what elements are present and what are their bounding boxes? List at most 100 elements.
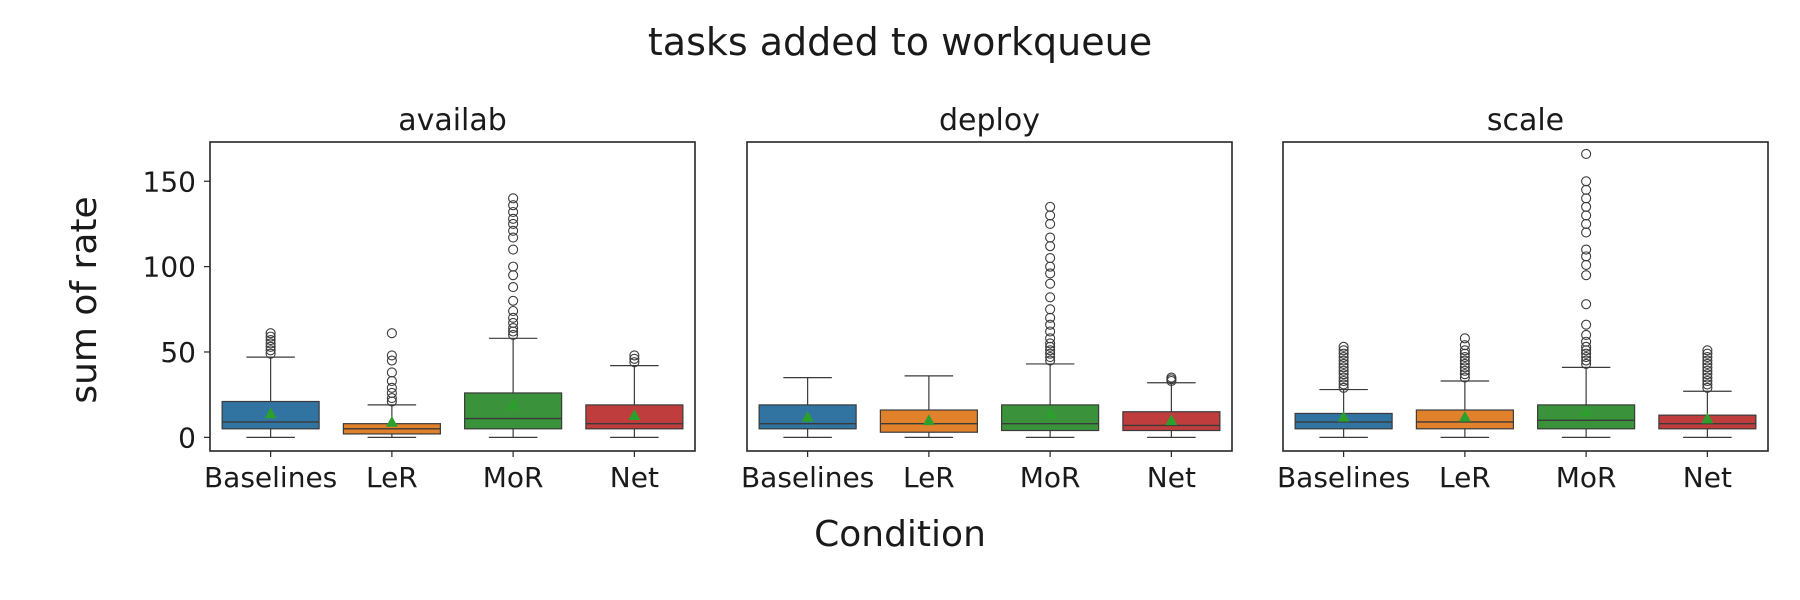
- box-baselines: [1294, 341, 1393, 438]
- outlier-point: [508, 200, 519, 211]
- mean-marker: [385, 415, 398, 427]
- outlier-point: [1045, 218, 1056, 229]
- outlier-point: [1045, 278, 1056, 289]
- outlier-point: [1702, 379, 1713, 390]
- outlier-point: [386, 375, 397, 387]
- mean-marker: [507, 398, 520, 410]
- outlier-point: [1702, 345, 1713, 356]
- outlier-point: [265, 334, 276, 346]
- y-axis-label: sum of rate: [64, 196, 105, 403]
- x-tick-label: LeR: [366, 461, 418, 494]
- outlier-point: [1581, 270, 1592, 281]
- y-tick-label: 100: [143, 251, 196, 284]
- outlier-point: [1581, 210, 1592, 221]
- x-tick-label: Net: [1147, 461, 1196, 494]
- x-tick-label: Baselines: [1277, 461, 1410, 494]
- outlier-point: [1702, 352, 1713, 363]
- outlier-point: [1581, 259, 1592, 270]
- panel-scale: scale Baselines LeR MoR Net: [1277, 103, 1769, 494]
- mean-marker: [801, 410, 814, 422]
- outlier-point: [1338, 358, 1349, 369]
- outlier-point: [1581, 319, 1592, 330]
- outlier-point: [1459, 358, 1470, 369]
- outlier-point: [1702, 365, 1713, 376]
- outlier-point: [386, 328, 397, 339]
- outlier-point: [386, 367, 397, 378]
- outlier-point: [1338, 352, 1349, 363]
- x-tick-label: MoR: [483, 461, 544, 494]
- outlier-point: [1581, 184, 1592, 195]
- panel-frame: [1282, 141, 1769, 452]
- outlier-point: [1338, 382, 1349, 393]
- outlier-point: [508, 244, 519, 255]
- panel-frame: [209, 141, 696, 452]
- outlier-point: [265, 348, 276, 359]
- outlier-point: [1702, 355, 1713, 366]
- outlier-point: [1581, 201, 1592, 212]
- outlier-point: [1702, 348, 1713, 359]
- outlier-point: [1581, 329, 1592, 340]
- mean-marker: [1044, 407, 1057, 419]
- outlier-point: [1581, 348, 1592, 359]
- outlier-point: [508, 317, 519, 329]
- box-iqr: [464, 392, 563, 430]
- outlier-point: [1045, 352, 1056, 363]
- outlier-point: [1702, 358, 1713, 369]
- box-iqr: [221, 400, 320, 430]
- mean-marker: [1165, 414, 1178, 426]
- box-iqr: [1537, 404, 1636, 430]
- outlier-point: [508, 312, 519, 323]
- outlier-point: [1702, 369, 1713, 380]
- outlier-point: [1459, 362, 1470, 373]
- outlier-point: [1045, 201, 1056, 212]
- outlier-point: [1045, 338, 1056, 349]
- outlier-point: [1338, 369, 1349, 380]
- outlier-point: [1581, 176, 1592, 187]
- outlier-point: [1338, 379, 1349, 390]
- outlier-point: [629, 357, 640, 368]
- outlier-point: [1045, 210, 1056, 221]
- outlier-point: [508, 282, 519, 293]
- outlier-point: [265, 345, 276, 356]
- box-ler: [1415, 333, 1514, 438]
- outlier-point: [1459, 333, 1470, 344]
- box-mor: [464, 193, 563, 438]
- outlier-point: [508, 232, 519, 243]
- outlier-point: [1702, 382, 1713, 393]
- mean-marker: [628, 409, 641, 420]
- outlier-point: [1581, 355, 1592, 366]
- mean-marker: [1458, 410, 1471, 422]
- outlier-point: [1581, 352, 1592, 363]
- outlier-point: [508, 295, 519, 306]
- outlier-point: [1459, 355, 1470, 366]
- outlier-point: [386, 355, 397, 366]
- outlier-point: [1045, 348, 1056, 359]
- outlier-point: [386, 387, 397, 399]
- outlier-point: [1702, 375, 1713, 387]
- outlier-point: [1045, 333, 1056, 344]
- box-ler: [342, 328, 441, 438]
- outlier-point: [1045, 253, 1056, 264]
- outlier-point: [1045, 345, 1056, 356]
- y-tick-label: 150: [143, 165, 196, 198]
- outlier-point: [1702, 372, 1713, 383]
- box-net: [1122, 372, 1221, 438]
- panel-title: deploy: [939, 103, 1040, 138]
- outlier-point: [1459, 372, 1470, 383]
- outlier-point: [1581, 358, 1592, 369]
- outlier-point: [1045, 304, 1056, 315]
- outlier-point: [508, 329, 519, 340]
- x-tick-label: MoR: [1556, 461, 1617, 494]
- outlier-point: [265, 331, 276, 342]
- box-ler: [879, 375, 978, 438]
- outlier-point: [1459, 365, 1470, 376]
- x-tick-label: Baselines: [741, 461, 874, 494]
- outlier-point: [1338, 365, 1349, 376]
- outlier-point: [508, 193, 519, 204]
- outlier-point: [1045, 241, 1056, 252]
- outlier-point: [508, 323, 519, 334]
- outlier-point: [1338, 375, 1349, 387]
- outlier-point: [508, 206, 519, 218]
